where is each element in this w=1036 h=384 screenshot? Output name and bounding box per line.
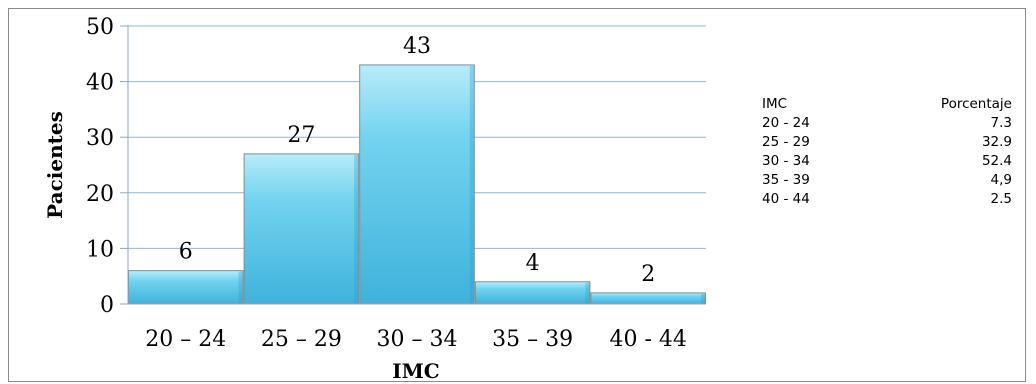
- data-label: 43: [403, 34, 431, 59]
- table-cell-porcentaje: 32.9: [981, 133, 1012, 150]
- table-cell-imc: 35 - 39: [762, 171, 810, 188]
- table-cell-imc: 30 - 34: [762, 152, 810, 169]
- table-cell-porcentaje: 2.5: [990, 190, 1012, 207]
- x-tick-label: 35 – 39: [492, 327, 573, 352]
- y-tick-label: 0: [100, 293, 114, 318]
- bar-shade: [701, 293, 705, 304]
- bar: [359, 64, 475, 305]
- chart-frame: [8, 8, 1026, 382]
- x-tick-label: 40 - 44: [609, 327, 686, 352]
- data-label: 2: [641, 262, 655, 287]
- data-label: 4: [526, 251, 540, 276]
- data-label: 6: [179, 240, 193, 265]
- percentage-table: IMC Porcentaje 20 - 24 7.3 25 - 29 32.9 …: [762, 94, 1022, 208]
- table-cell-porcentaje: 7.3: [990, 114, 1012, 131]
- y-tick-label: 40: [86, 71, 114, 96]
- bar-shade: [469, 65, 474, 304]
- table-header-imc: IMC: [762, 95, 788, 112]
- bar: [128, 270, 244, 305]
- bar: [243, 153, 360, 305]
- table-cell-imc: 40 - 44: [762, 190, 810, 207]
- y-tick-label: 20: [86, 182, 114, 207]
- axes: [120, 25, 706, 305]
- x-tick-label: 25 – 29: [261, 327, 342, 352]
- table-header-row: IMC Porcentaje: [762, 94, 1022, 113]
- x-tick-label: 20 – 24: [145, 327, 226, 352]
- bar: [474, 281, 591, 305]
- labels: 0 10 20 30 40 50 6 20 – 24 27 25 – 29 43 30 – 34 4 35…: [86, 15, 687, 352]
- y-tick-label: 30: [86, 126, 114, 151]
- bar: [590, 292, 707, 305]
- table-row: 40 - 44 2.5: [762, 189, 1022, 208]
- table-row: 35 - 39 4,9: [762, 170, 1022, 189]
- data-label: 27: [287, 123, 315, 148]
- y-tick-label: 10: [86, 237, 114, 262]
- bar-shade: [238, 271, 243, 304]
- table-cell-porcentaje: 52.4: [981, 152, 1012, 169]
- x-axis-title: IMC: [392, 359, 439, 383]
- table-row: 20 - 24 7.3: [762, 113, 1022, 132]
- table-header-porcentaje: Porcentaje: [940, 95, 1012, 112]
- table-cell-porcentaje: 4,9: [990, 171, 1012, 188]
- x-tick-label: 30 – 34: [377, 327, 458, 352]
- y-tick-label: 50: [86, 15, 114, 40]
- table-cell-imc: 20 - 24: [762, 114, 810, 131]
- bars: [128, 64, 707, 305]
- table-row: 25 - 29 32.9: [762, 132, 1022, 151]
- table-cell-imc: 25 - 29: [762, 133, 810, 150]
- y-axis-title: Pacientes: [43, 111, 67, 219]
- bar-shade: [585, 282, 590, 304]
- table-row: 30 - 34 52.4: [762, 151, 1022, 170]
- bar-shade: [354, 154, 359, 304]
